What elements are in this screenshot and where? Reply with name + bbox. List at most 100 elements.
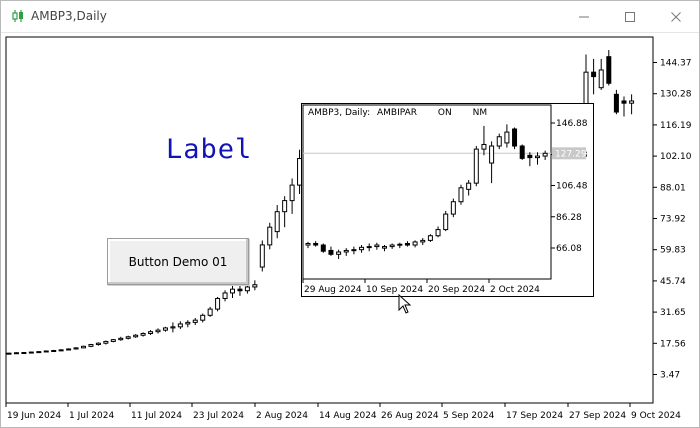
title-bar[interactable]: AMBP3,Daily <box>1 1 699 33</box>
current-price-badge <box>552 147 586 160</box>
inset-candle-3 <box>328 246 334 256</box>
close-button[interactable] <box>653 1 699 32</box>
main-date-axis: 19 Jun 2024 1 Jul 2024 11 Jul 2024 23 Jul 2… <box>5 403 681 421</box>
inset-candle-body <box>420 239 426 243</box>
inset-date-label: 29 Aug 2024 <box>304 285 362 295</box>
inset-candle-body <box>481 143 487 150</box>
main-candle-body <box>177 323 183 328</box>
main-candle-body <box>103 340 109 344</box>
main-candle-4 <box>36 351 42 354</box>
inset-candle-12 <box>397 242 403 249</box>
main-price-label: 116.19 <box>660 121 692 131</box>
main-candle-13 <box>103 340 109 345</box>
main-date-label: 27 Sep 2024 <box>569 411 626 421</box>
current-price-label: 127.29 <box>555 149 587 159</box>
main-candle-11 <box>88 343 94 348</box>
main-date-label: 19 Jun 2024 <box>7 411 61 421</box>
main-candle-20 <box>155 328 161 334</box>
inset-price-label: 146.88 <box>556 119 588 129</box>
main-right-candle-2 <box>598 58 604 90</box>
inset-candle-7 <box>359 245 365 253</box>
main-price-label: 17.56 <box>660 339 686 349</box>
main-candle-body <box>237 288 243 292</box>
inset-candle-body <box>519 145 525 159</box>
main-candle-body <box>88 344 94 347</box>
main-right-candle-body <box>613 93 619 113</box>
main-candle-body <box>28 351 34 354</box>
main-right-candle-body <box>606 56 612 84</box>
main-candle-body <box>267 226 273 246</box>
inset-candle-body <box>320 244 326 252</box>
main-candle-29 <box>222 290 228 302</box>
minimize-icon <box>579 16 589 17</box>
main-candle-body <box>215 297 221 310</box>
main-candle-28 <box>215 296 221 312</box>
inset-header-nm: NM <box>472 108 488 118</box>
main-date-label: 2 Aug 2024 <box>256 411 308 421</box>
main-candle-14 <box>110 339 116 343</box>
inset-candle-21 <box>466 180 472 196</box>
inset-candle-26 <box>504 124 510 148</box>
button-demo-01[interactable]: Button Demo 01 <box>107 238 249 285</box>
main-candle-body <box>81 345 86 349</box>
main-candle-12 <box>95 342 101 346</box>
main-date-label: 11 Jul 2024 <box>131 411 182 421</box>
main-candle-2 <box>21 352 27 355</box>
inset-candle-25 <box>496 133 502 150</box>
main-candle-3 <box>28 351 34 354</box>
main-candle-35 <box>267 222 273 250</box>
main-price-axis: 144.37 130.28 116.19 102.10 88.01 73.92 59.83 4… <box>653 59 692 381</box>
inset-candle-body <box>504 131 510 144</box>
main-candle-body <box>125 336 131 339</box>
main-candle-23 <box>177 321 183 330</box>
close-icon <box>671 11 681 22</box>
main-candle-34 <box>259 240 265 272</box>
inset-candle-body <box>466 182 472 190</box>
main-candle-body <box>21 352 27 355</box>
maximize-button[interactable] <box>607 1 653 32</box>
main-date-label: 23 Jul 2024 <box>193 411 244 421</box>
inset-candle-body <box>473 148 479 184</box>
label-object[interactable]: Label <box>166 134 253 165</box>
main-candle-1 <box>13 352 19 355</box>
window-title: AMBP3,Daily <box>31 9 107 23</box>
main-candle-8 <box>66 348 72 351</box>
main-right-candle-5 <box>621 96 627 117</box>
main-right-candle-body <box>621 100 627 104</box>
main-price-label: 3.47 <box>660 371 680 381</box>
inset-price-label: 66.08 <box>556 244 582 254</box>
main-date-label: 1 Jul 2024 <box>69 411 114 421</box>
inset-candle-2 <box>320 243 326 253</box>
inset-price-label: 106.48 <box>556 182 588 192</box>
inset-candle-body <box>343 249 349 253</box>
inset-header-name: AMBIPAR <box>377 108 418 118</box>
inset-candle-body <box>328 249 334 255</box>
main-candle-body <box>13 352 19 355</box>
main-candle-body <box>155 329 161 333</box>
main-candle-7 <box>58 349 64 352</box>
main-right-candle-body <box>629 100 635 104</box>
main-candle-body <box>51 350 57 353</box>
inset-candle-11 <box>389 243 395 249</box>
main-right-candle-1 <box>591 58 597 95</box>
inset-candle-body <box>443 213 449 231</box>
main-candle-body <box>289 184 295 202</box>
main-candle-19 <box>148 330 154 336</box>
inset-candle-body <box>535 155 540 159</box>
inset-candle-28 <box>519 144 525 160</box>
inset-header-symbol: AMBP3, Daily: <box>308 108 371 118</box>
main-candle-body <box>244 286 250 292</box>
minimize-button[interactable] <box>561 1 607 32</box>
main-date-label: 14 Aug 2024 <box>319 411 377 421</box>
main-candle-27 <box>207 306 213 317</box>
main-candle-body <box>274 211 280 233</box>
main-candle-body <box>133 334 139 338</box>
inset-candle-body <box>489 145 495 164</box>
main-candle-body <box>6 352 12 355</box>
inset-candle-body <box>527 154 533 159</box>
inset-candle-14 <box>412 240 418 248</box>
main-right-candle-body <box>598 69 604 89</box>
